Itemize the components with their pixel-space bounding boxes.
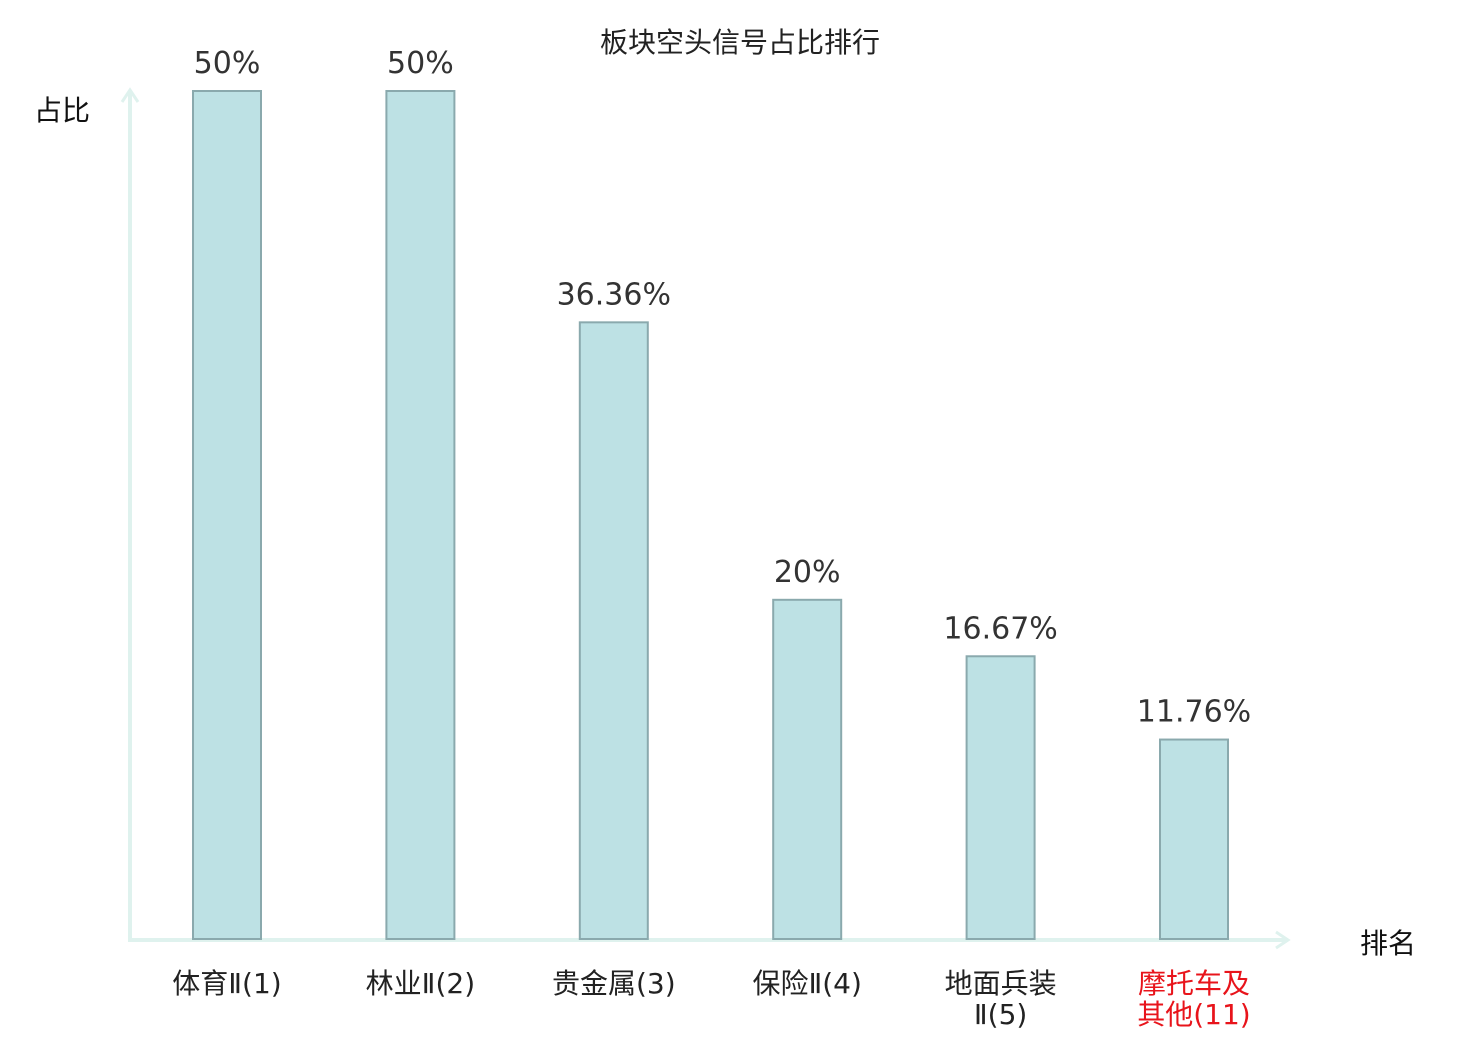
y-axis-label: 占比 [34,94,90,127]
category-label-2: 林业Ⅱ(2) [366,967,475,1000]
value-label-5: 16.67% [943,611,1057,646]
category-label-6-line-2: 其他(11) [1137,998,1250,1031]
category-label-4: 保险Ⅱ(4) [752,967,861,1000]
category-label-1: 体育Ⅱ(1) [172,967,281,1000]
category-label-5-line-2: Ⅱ(5) [974,998,1027,1031]
bar-4 [772,598,843,940]
value-label-4: 20% [774,555,841,590]
bar-5 [965,655,1036,940]
value-label-1: 50% [194,46,261,81]
category-label-6-line-1: 摩托车及 [1138,967,1250,1000]
bar-2 [385,90,456,940]
bar-3 [578,321,649,940]
chart-title: 板块空头信号占比排行 [600,26,880,59]
bar-6 [1159,738,1229,941]
value-label-3: 36.36% [557,277,671,312]
value-labels-group: 50% 50% 36.36% 20% 16.67% 11.76% [194,46,1252,730]
bars-group [192,90,1229,941]
category-label-5-line-1: 地面兵装 [945,967,1057,1000]
x-axis-label: 排名 [1360,927,1416,960]
bar-1 [192,90,262,940]
category-label-3: 贵金属(3) [552,967,676,1000]
value-label-2: 50% [387,46,454,81]
value-label-6: 11.76% [1137,695,1251,730]
